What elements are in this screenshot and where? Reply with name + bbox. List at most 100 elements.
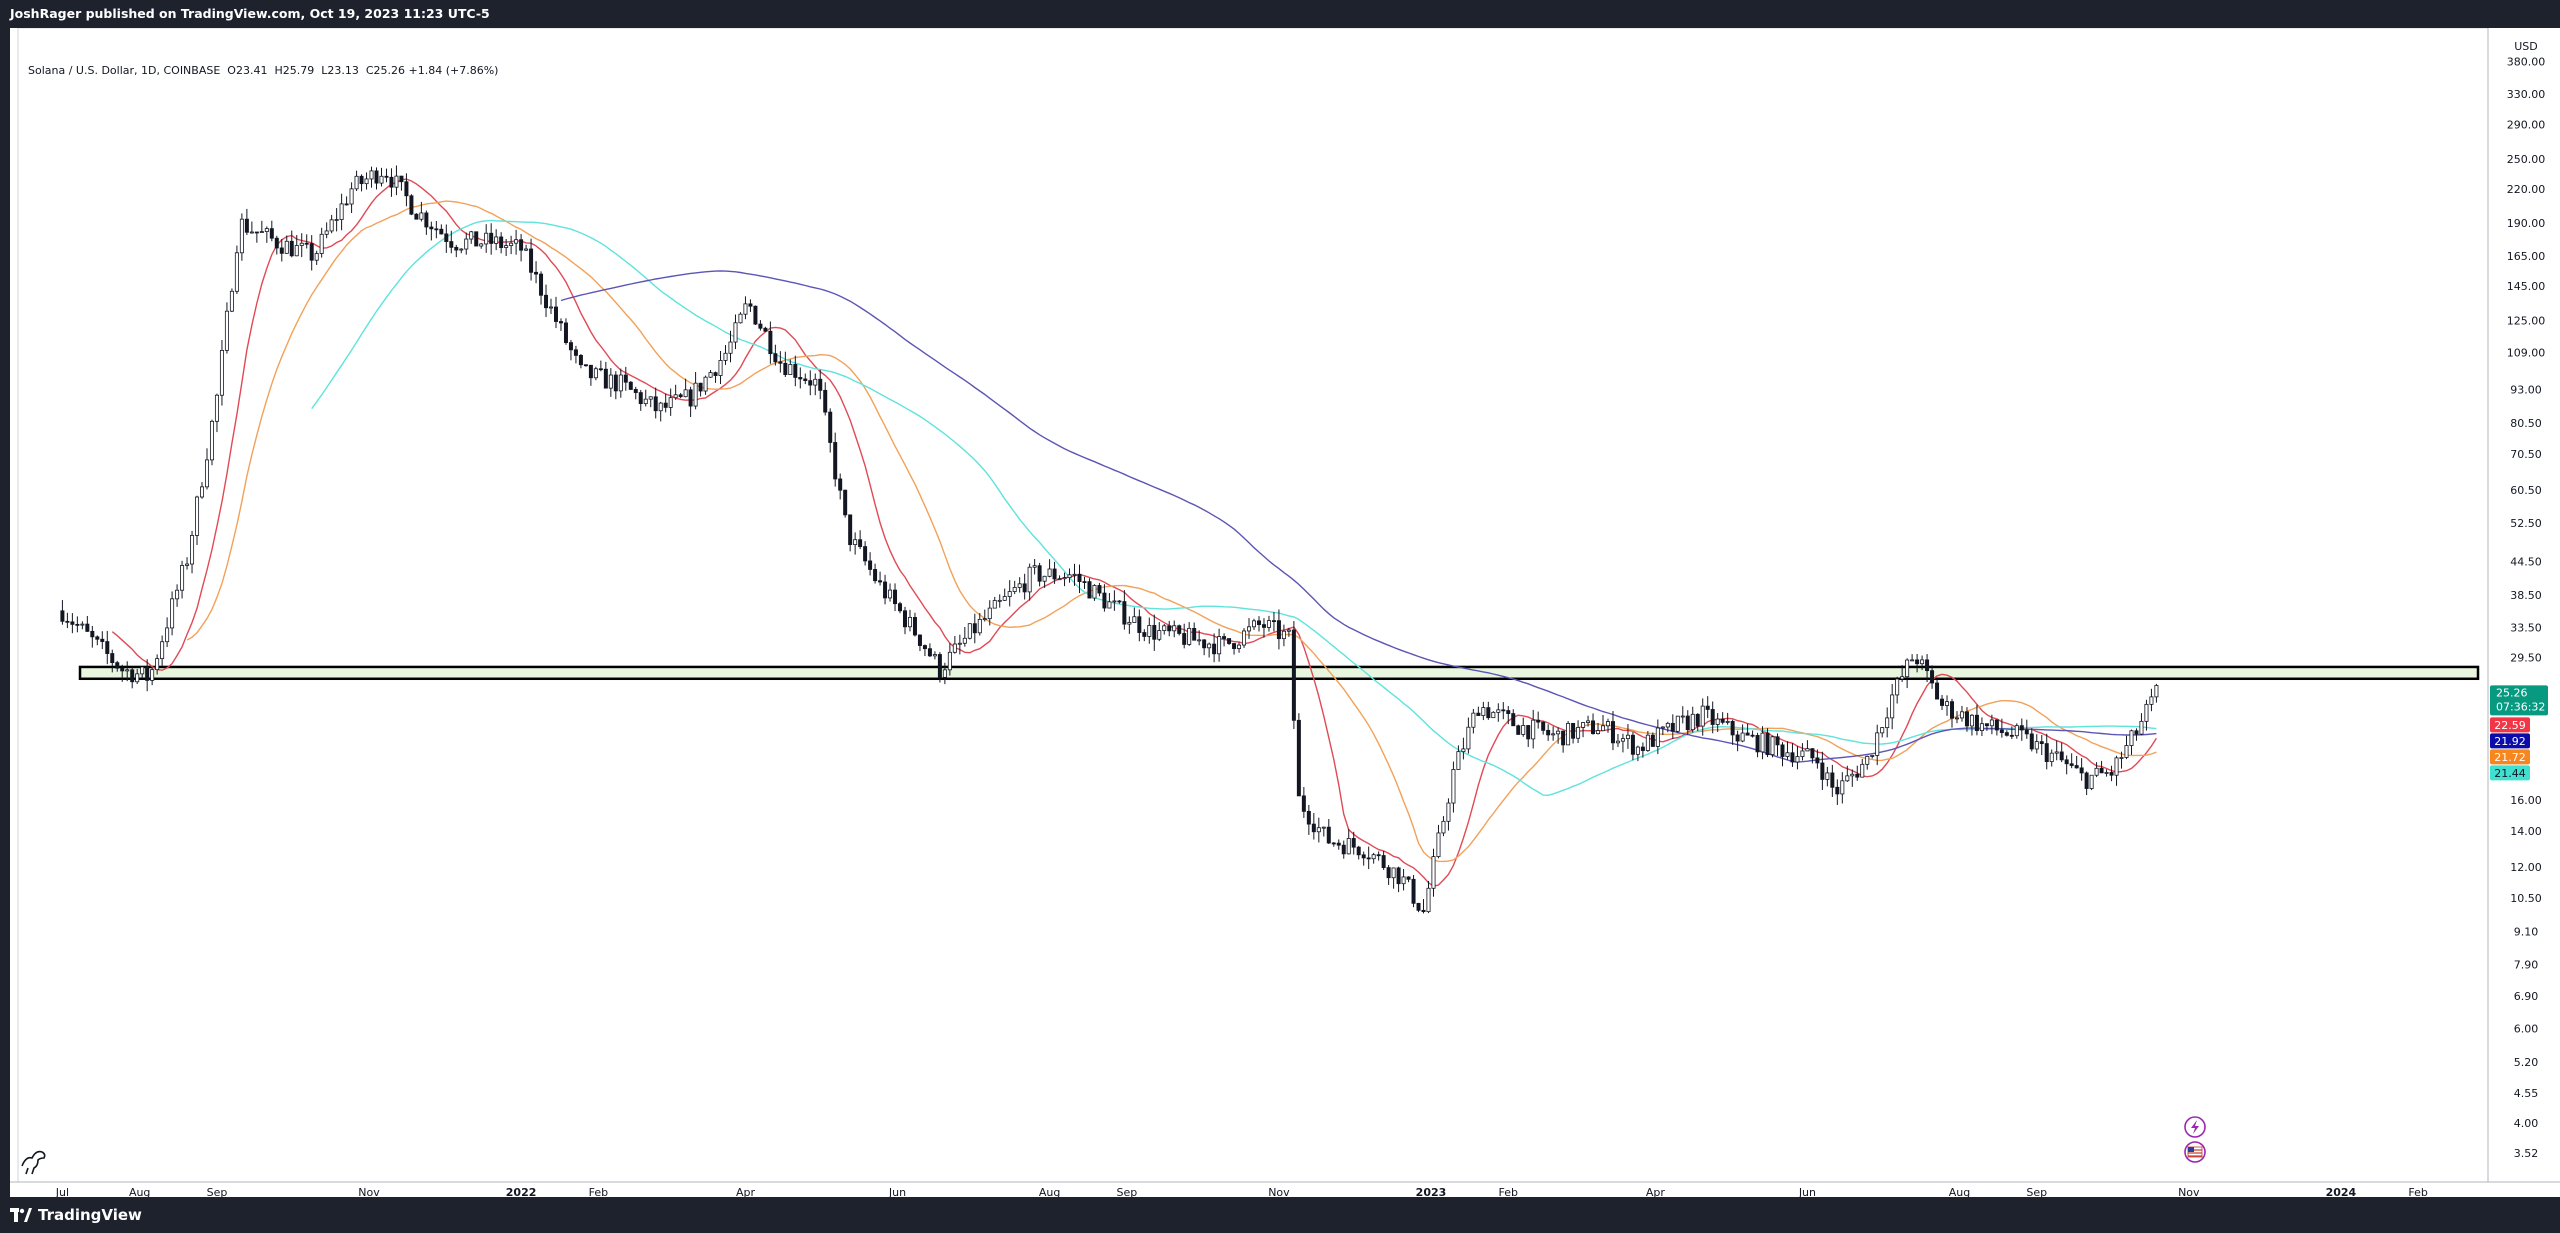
candle-body — [798, 377, 803, 380]
candle-body — [1401, 876, 1406, 885]
price-tick-label: 380.00 — [2507, 55, 2546, 68]
candle-body — [2099, 767, 2104, 774]
publisher-text: JoshRager published on TradingView.com, … — [10, 6, 490, 21]
candle-body — [185, 563, 190, 566]
candle-body — [1920, 659, 1925, 665]
candle-body — [70, 621, 75, 625]
candle-body — [1456, 751, 1461, 770]
candle-body — [778, 361, 783, 364]
candle-body — [479, 243, 484, 247]
candle-body — [1012, 587, 1017, 592]
ma-line-cyan — [311, 219, 2157, 797]
price-tick-label: 29.50 — [2510, 651, 2542, 664]
candle-body — [100, 638, 105, 642]
candle-body — [1506, 710, 1511, 714]
candle-body — [145, 666, 150, 681]
candle-body — [613, 374, 618, 392]
low-value: L23.13 — [321, 64, 359, 77]
candle-body — [549, 306, 554, 309]
candle-body — [1162, 625, 1167, 631]
candle-body — [608, 374, 613, 389]
candle-body — [314, 253, 319, 261]
candle-body — [713, 372, 718, 376]
candle-body — [1546, 729, 1551, 736]
candle-body — [1890, 694, 1895, 719]
candle-body — [1675, 715, 1680, 732]
candle-body — [813, 378, 818, 386]
candle-body — [1740, 732, 1745, 742]
candle-body — [573, 349, 578, 356]
candle-body — [1526, 725, 1531, 740]
time-tick-label: Feb — [1499, 1186, 1518, 1197]
candle-body — [1855, 773, 1860, 778]
candle-body — [1830, 772, 1835, 788]
candle-body — [1346, 838, 1351, 855]
candle-body — [165, 627, 170, 643]
candle-body — [1805, 748, 1810, 752]
time-tick-label: Sep — [1116, 1186, 1137, 1197]
candle-body — [2124, 745, 2129, 758]
candle-body — [254, 231, 259, 234]
candle-body — [678, 394, 683, 398]
candle-body — [927, 648, 932, 657]
symbol-name[interactable]: Solana / U.S. Dollar, 1D, COINBASE — [28, 64, 221, 77]
ma-value-label: 21.92 — [2494, 735, 2526, 748]
candle-body — [1685, 715, 1690, 731]
ma-value-badge — [2490, 717, 2530, 733]
candle-body — [1082, 581, 1087, 583]
candle-body — [1077, 573, 1082, 582]
candle-body — [683, 389, 688, 398]
price-tick-label: 4.55 — [2514, 1087, 2539, 1100]
candle-body — [553, 306, 558, 322]
candle-body — [673, 394, 678, 399]
candle-body — [888, 589, 893, 599]
candle-body — [200, 486, 205, 498]
candle-body — [1207, 643, 1212, 649]
candle-body — [1232, 643, 1237, 649]
candle-body — [2009, 734, 2014, 737]
candle-body — [1217, 636, 1222, 655]
candle-body — [1137, 616, 1142, 633]
candle-body — [524, 248, 529, 251]
candle-body — [150, 669, 155, 681]
candle-body — [274, 237, 279, 249]
candle-body — [474, 231, 479, 247]
us-flag-icon[interactable] — [2184, 1141, 2206, 1163]
candle-body — [972, 623, 977, 634]
price-tick-label: 6.90 — [2514, 990, 2539, 1003]
candle-body — [788, 364, 793, 375]
price-tick-label: 93.00 — [2510, 384, 2542, 397]
candle-body — [1780, 744, 1785, 757]
lightning-icon[interactable] — [2184, 1116, 2206, 1138]
candle-body — [364, 178, 369, 185]
candle-body — [1815, 757, 1820, 764]
candle-body — [563, 322, 568, 344]
price-tick-label: 16.00 — [2510, 794, 2542, 807]
candle-body — [1635, 746, 1640, 755]
candle-body — [1680, 715, 1685, 718]
countdown-label: 07:36:32 — [2496, 700, 2545, 713]
candle-body — [1271, 620, 1276, 623]
axes-layer: USD 380.00 330.00 290.00 250.00 220.00 190.00 1… — [10, 28, 2560, 1197]
candle-body — [1655, 727, 1660, 747]
candle-body — [623, 374, 628, 383]
candle-body — [1411, 878, 1416, 904]
candle-body — [1610, 721, 1615, 744]
price-chart[interactable]: USD 380.00 330.00 290.00 250.00 220.00 190.00 1… — [10, 28, 2560, 1197]
candle-body — [947, 651, 952, 671]
candle-body — [1785, 752, 1790, 757]
candle-body — [1431, 856, 1436, 889]
candle-body — [2154, 685, 2159, 698]
candle-body — [1950, 701, 1955, 719]
candle-body — [1142, 632, 1147, 637]
candle-body — [1670, 722, 1675, 732]
chart-area[interactable]: USD 380.00 330.00 290.00 250.00 220.00 190.00 1… — [10, 28, 2560, 1197]
candle-body — [239, 218, 244, 254]
candle-body — [618, 374, 623, 392]
candle-body — [539, 273, 544, 296]
candle-body — [2074, 765, 2079, 769]
candle-body — [1915, 659, 1920, 665]
price-tick-label: 125.00 — [2507, 315, 2546, 328]
price-tick-label: 5.20 — [2514, 1056, 2539, 1069]
candle-body — [1790, 752, 1795, 763]
